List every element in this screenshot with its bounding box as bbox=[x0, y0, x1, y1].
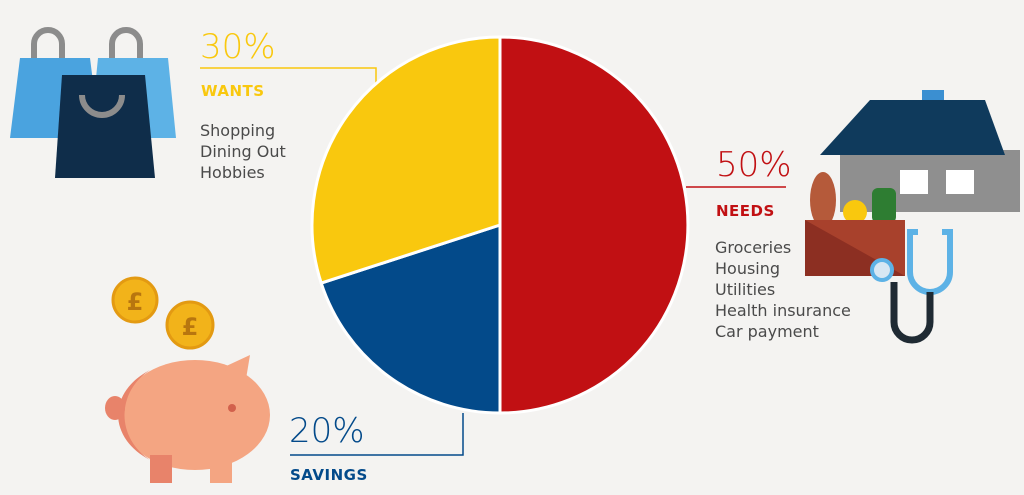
wants-leader-line bbox=[200, 67, 377, 86]
pound-coin-icon bbox=[111, 276, 215, 350]
pie-slice-savings bbox=[319, 222, 502, 415]
wants-percent: 30% bbox=[200, 27, 276, 67]
wants-item: Shopping bbox=[200, 121, 276, 140]
needs-item: Car payment bbox=[715, 322, 819, 341]
wants-item: Hobbies bbox=[200, 163, 265, 182]
piggy-bank-icon bbox=[105, 355, 270, 483]
pie-slice-needs bbox=[498, 35, 690, 415]
savings-leader-line bbox=[290, 413, 464, 456]
needs-item: Groceries bbox=[715, 238, 792, 257]
needs-item: Housing bbox=[715, 259, 781, 278]
pie-slice-wants bbox=[310, 35, 502, 285]
needs-label: NEEDS bbox=[716, 202, 775, 220]
needs-percent: 50% bbox=[716, 145, 792, 185]
needs-item: Health insurance bbox=[715, 301, 851, 320]
coin-symbol: £ bbox=[182, 313, 199, 341]
needs-items: Groceries Housing Utilities Health insur… bbox=[715, 237, 851, 342]
savings-percent: 20% bbox=[289, 411, 365, 451]
house-icon bbox=[820, 90, 1020, 212]
savings-label: SAVINGS bbox=[290, 466, 368, 484]
wants-item: Dining Out bbox=[200, 142, 286, 161]
coin-symbol: £ bbox=[127, 288, 144, 316]
wants-label: WANTS bbox=[201, 82, 265, 100]
stethoscope-icon bbox=[870, 229, 953, 344]
wants-items: Shopping Dining Out Hobbies bbox=[200, 120, 286, 183]
shopping-bags-icon bbox=[10, 27, 176, 178]
pie-chart bbox=[310, 35, 690, 415]
needs-item: Utilities bbox=[715, 280, 776, 299]
